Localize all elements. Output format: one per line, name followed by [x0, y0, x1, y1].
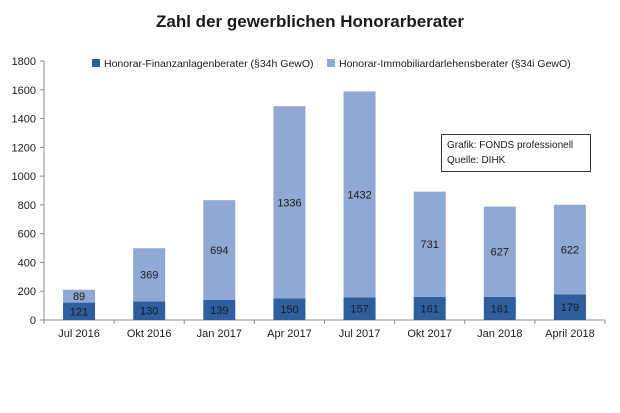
source-line-grafik: Grafik: FONDS professionell: [447, 140, 574, 151]
bar-segment-finanzanlagenberater: [483, 296, 516, 320]
legend-swatch-immobiliardarlehensberater: [327, 59, 335, 67]
data-label-finanzanlagenberater: 157: [350, 304, 368, 316]
source-annotation-box: Grafik: FONDS professionell Quelle: DIHK: [441, 134, 591, 172]
x-category-label: Jul 2017: [339, 328, 381, 340]
bar-segment-immobiliardarlehensberater: [343, 91, 376, 298]
data-label-immobiliardarlehensberater: 622: [561, 244, 579, 256]
bar-segment-finanzanlagenberater: [63, 302, 96, 320]
y-tick-label: 0: [30, 315, 36, 327]
x-category-label: April 2018: [545, 328, 595, 340]
bar-segment-immobiliardarlehensberater: [203, 200, 236, 300]
x-category-label: Okt 2017: [407, 328, 452, 340]
bar-segment-finanzanlagenberater: [553, 294, 586, 320]
bar-segment-immobiliardarlehensberater: [63, 289, 96, 303]
data-label-immobiliardarlehensberater: 1336: [277, 197, 301, 209]
bar-segment-finanzanlagenberater: [413, 296, 446, 320]
chart-title: Zahl der gewerblichen Honorarberater: [156, 12, 464, 31]
data-label-immobiliardarlehensberater: 627: [491, 247, 509, 259]
bar-segment-finanzanlagenberater: [343, 297, 376, 320]
data-label-immobiliardarlehensberater: 1432: [347, 189, 371, 201]
data-label-immobiliardarlehensberater: 369: [140, 270, 158, 282]
y-tick-label: 200: [18, 286, 36, 298]
bar-segment-finanzanlagenberater: [133, 301, 166, 320]
x-category-label: Okt 2016: [127, 328, 172, 340]
bar-segment-finanzanlagenberater: [273, 298, 306, 320]
data-label-finanzanlagenberater: 150: [280, 304, 298, 316]
bar-segment-immobiliardarlehensberater: [413, 191, 446, 297]
y-tick-label: 1400: [12, 114, 36, 126]
data-label-immobiliardarlehensberater: 731: [421, 239, 439, 251]
y-tick-label: 400: [18, 257, 36, 269]
legend-label-immobiliardarlehensberater: Honorar-Immobiliardarlehensberater (§34i…: [339, 58, 571, 70]
data-label-finanzanlagenberater: 161: [491, 303, 509, 315]
x-category-label: Jan 2017: [197, 328, 242, 340]
legend-label-finanzanlagenberater: Honorar-Finanzanlagenberater (§34h GewO): [104, 58, 314, 70]
y-tick-label: 1600: [12, 85, 36, 97]
bar-segment-immobiliardarlehensberater: [553, 204, 586, 295]
bar-segment-immobiliardarlehensberater: [483, 206, 516, 297]
legend-swatch-finanzanlagenberater: [92, 59, 100, 67]
y-tick-label: 1200: [12, 142, 36, 154]
data-label-finanzanlagenberater: 179: [561, 302, 579, 314]
data-label-finanzanlagenberater: 130: [140, 306, 158, 318]
x-category-label: Jan 2018: [477, 328, 522, 340]
x-category-label: Jul 2016: [58, 328, 100, 340]
data-label-finanzanlagenberater: 121: [70, 306, 88, 318]
y-tick-label: 600: [18, 229, 36, 241]
bar-segment-immobiliardarlehensberater: [133, 248, 166, 302]
x-category-label: Apr 2017: [267, 328, 312, 340]
source-line-quelle: Quelle: DIHK: [447, 155, 506, 166]
data-label-immobiliardarlehensberater: 694: [210, 245, 228, 257]
bar-segment-immobiliardarlehensberater: [273, 106, 306, 299]
data-label-finanzanlagenberater: 139: [210, 305, 228, 317]
y-tick-label: 1800: [12, 56, 36, 68]
data-label-finanzanlagenberater: 161: [421, 303, 439, 315]
bar-segment-finanzanlagenberater: [203, 299, 236, 320]
y-tick-label: 800: [18, 200, 36, 212]
data-label-immobiliardarlehensberater: 89: [73, 291, 85, 303]
y-tick-label: 1000: [12, 171, 36, 183]
